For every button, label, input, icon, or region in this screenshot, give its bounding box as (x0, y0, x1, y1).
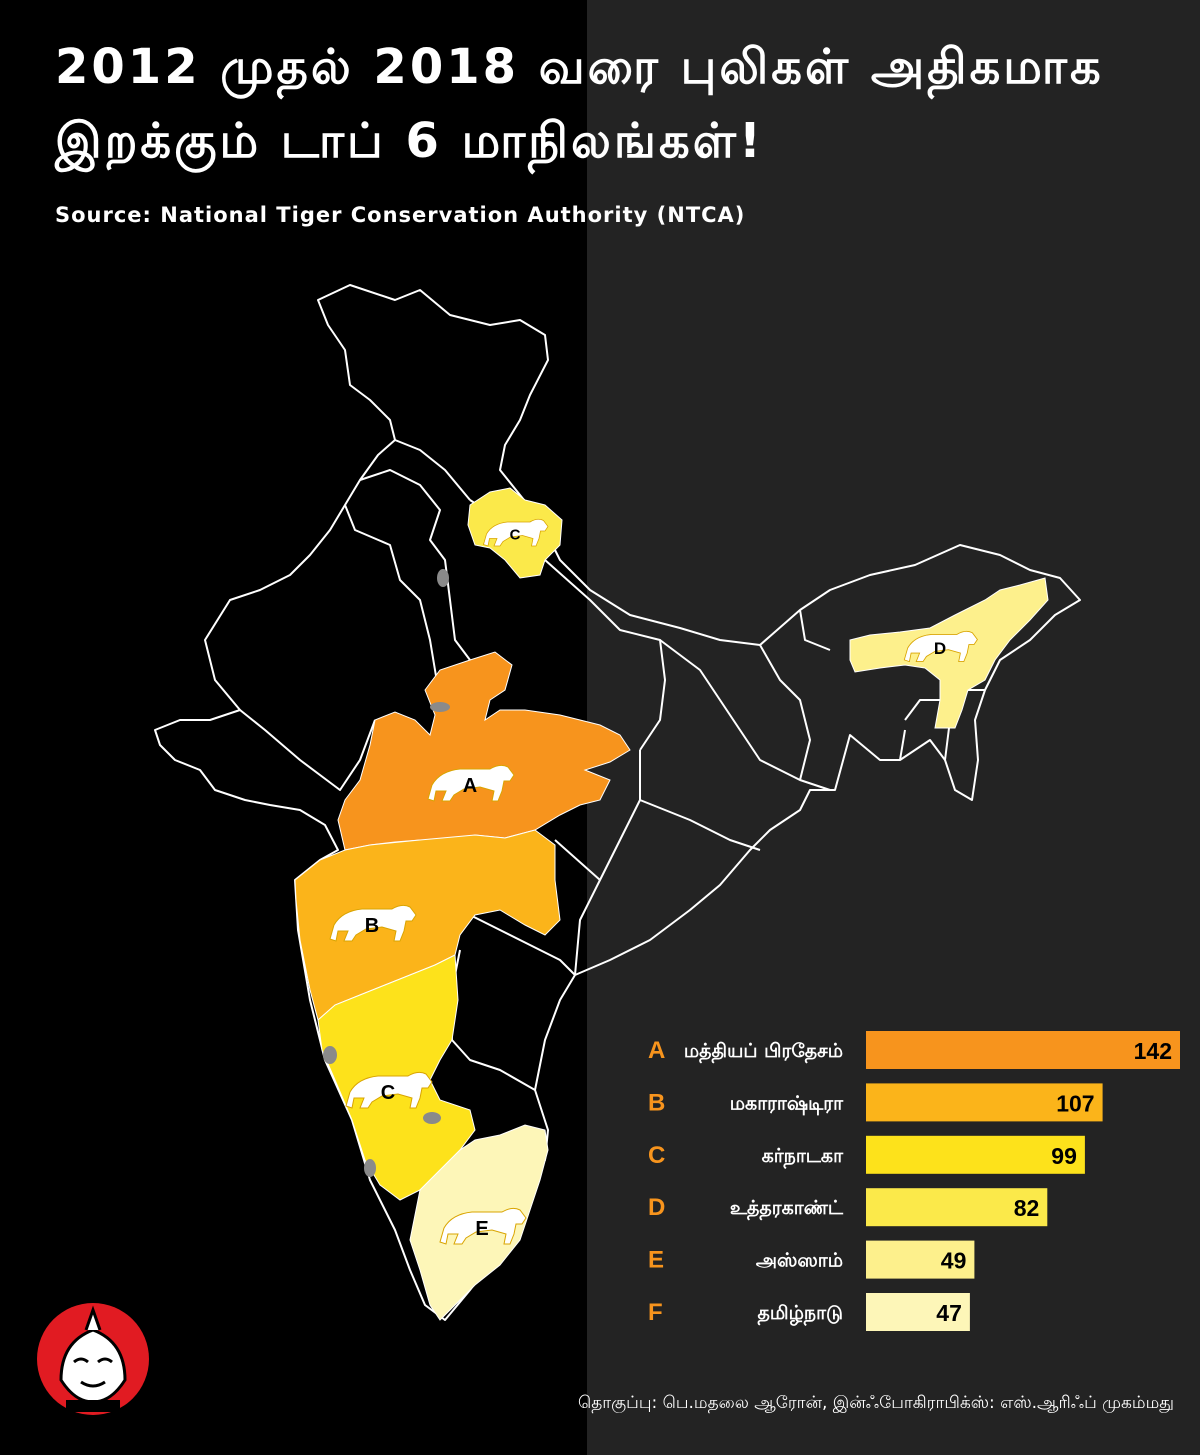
map-label: E (475, 1218, 488, 1240)
bar-letter-label: E (648, 1247, 664, 1274)
tiger-icon (329, 904, 417, 942)
credit-line: தொகுப்பு: பெ.மதலை ஆரோன், இன்ஃபோகிராபிக்ஸ… (577, 1393, 1174, 1413)
map-label: C (510, 526, 521, 543)
bar-letter-label: A (648, 1037, 665, 1064)
tiger-icon (903, 630, 978, 663)
tiger-icon (483, 518, 549, 547)
map-label: C (381, 1082, 395, 1104)
tiger-icon (439, 1207, 527, 1245)
tiger-icon (427, 764, 515, 802)
india-outline (154, 284, 1081, 1321)
bar-letter-label: D (648, 1194, 665, 1221)
source-note: Source: National Tiger Conservation Auth… (55, 203, 746, 227)
bar-d (866, 1188, 1048, 1227)
title-line-2: இறக்கும் டாப் 6 மாநிலங்கள்! (55, 113, 764, 169)
title-line-1: 2012 முதல் 2018 வரை புலிகள் அதிகமாக (55, 39, 1104, 95)
map-label: D (934, 639, 946, 658)
vikatan-logo-icon (37, 1303, 149, 1415)
logo (36, 1302, 150, 1420)
bar-value-label: 49 (941, 1248, 967, 1274)
bar-letter-label: F (648, 1299, 663, 1326)
bar-category-label: அஸ்ஸாம் (756, 1250, 843, 1272)
map-label: A (463, 775, 477, 797)
page-title: 2012 முதல் 2018 வரை புலிகள் அதிகமாக இறக்… (55, 30, 1155, 178)
bar-a (866, 1031, 1180, 1069)
bar-category-label: உத்தரகாண்ட் (730, 1197, 844, 1221)
bar-value-label: 107 (1056, 1090, 1094, 1116)
tiger-marker: A (427, 764, 515, 802)
bar-f (866, 1293, 970, 1331)
bar-category-label: மத்தியப் பிரதேசம் (684, 1040, 843, 1064)
map-label: B (365, 915, 379, 937)
bar-b (866, 1083, 1103, 1122)
bar-category-label: தமிழ்நாடு (758, 1302, 843, 1326)
bar-category-label: கர்நாடகா (762, 1145, 844, 1169)
tiger-marker: C (345, 1071, 433, 1109)
bar-value-label: 47 (936, 1300, 962, 1326)
bar-value-label: 142 (1134, 1038, 1172, 1064)
bar-value-label: 82 (1014, 1195, 1040, 1221)
bar-e (866, 1240, 975, 1279)
bar-value-label: 99 (1051, 1143, 1077, 1169)
bar-letter-label: C (648, 1142, 665, 1169)
bar-c (866, 1135, 1085, 1174)
bar-category-label: மகாராஷ்டிரா (730, 1092, 844, 1114)
tiger-marker: B (329, 904, 417, 942)
tiger-marker: D (903, 630, 978, 663)
tiger-icon (345, 1071, 433, 1109)
bar-letter-label: B (648, 1089, 665, 1116)
state-madhya-pradesh (337, 651, 631, 851)
state-assam (849, 577, 1049, 729)
tiger-marker: E (439, 1207, 527, 1245)
tiger-marker: C (483, 518, 549, 547)
grey-enclaves (323, 569, 450, 1177)
